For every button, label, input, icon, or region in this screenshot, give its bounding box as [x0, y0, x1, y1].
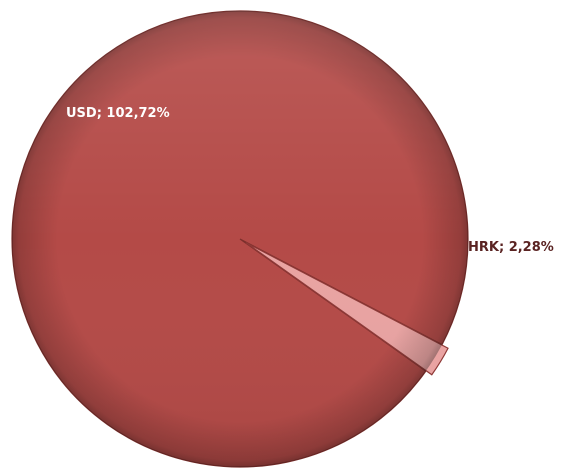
- pie-slices: [11, 10, 469, 468]
- slice-label-hrk: HRK; 2,28%: [468, 240, 554, 255]
- pie-slice-usd: [11, 10, 469, 468]
- pie-labels: USD; 102,72% HRK; 2,28%: [66, 106, 554, 255]
- slice-label-usd: USD; 102,72%: [66, 106, 170, 121]
